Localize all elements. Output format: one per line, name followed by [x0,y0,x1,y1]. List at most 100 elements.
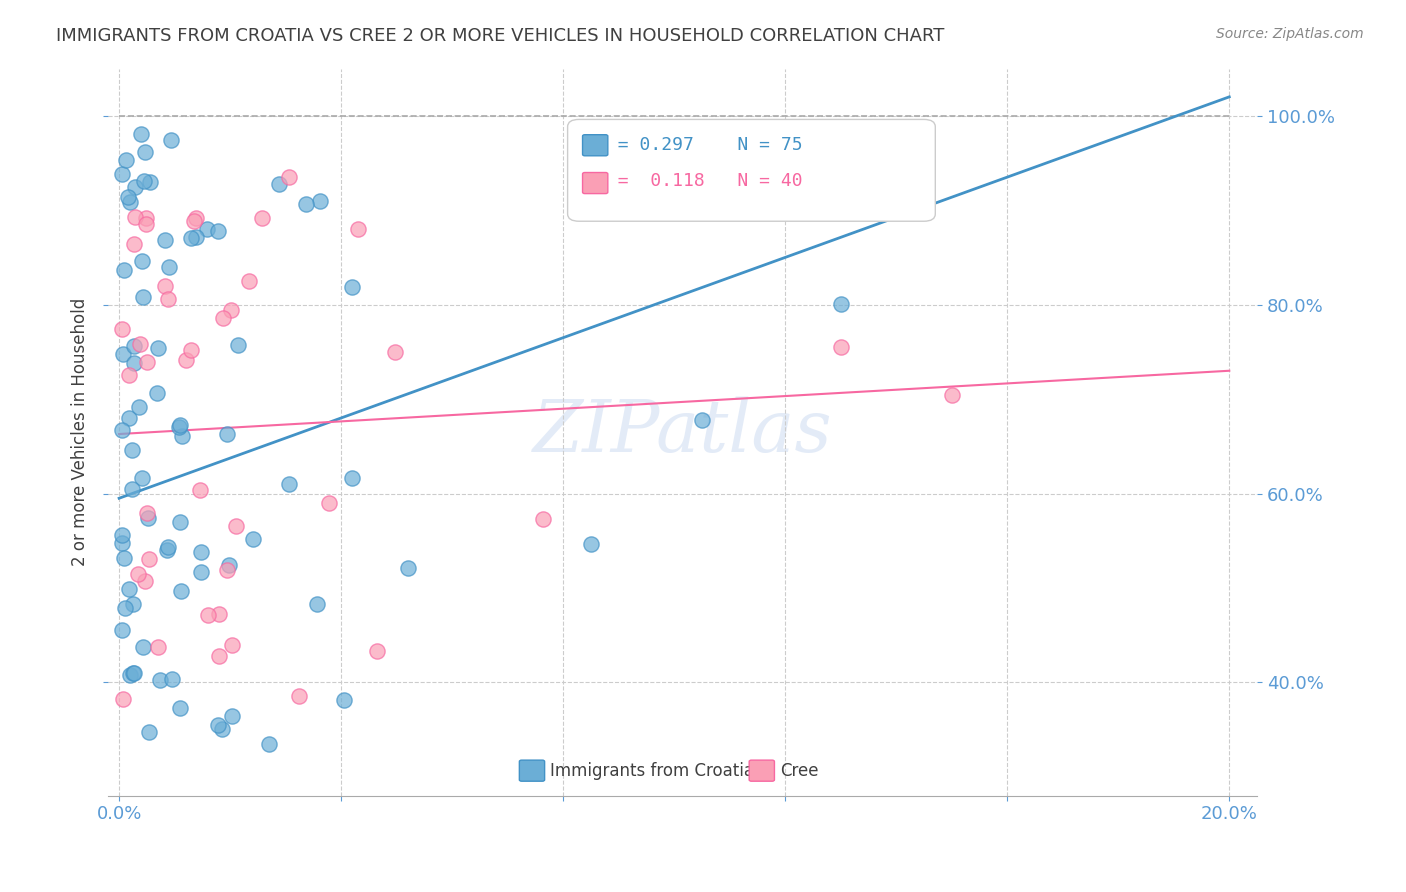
Point [146,640,169,654]
Point [218,558,240,573]
Point [122,665,145,680]
Point [122,237,145,252]
Point [111,535,134,549]
Point [132,640,155,654]
Point [157,260,180,274]
Point [118,410,141,425]
Point [138,511,160,525]
Point [111,624,134,638]
Point [207,718,229,732]
Point [149,673,172,688]
Text: Source: ZipAtlas.com: Source: ZipAtlas.com [1216,27,1364,41]
Point [114,601,136,615]
Point [131,253,153,268]
Point [135,354,157,368]
Point [211,310,233,325]
Point [180,343,202,358]
Text: Cree: Cree [780,762,818,780]
Point [135,506,157,520]
Point [190,545,212,559]
Text: ZIPatlas: ZIPatlas [533,397,832,467]
Point [118,582,141,597]
Point [138,551,160,566]
Point [384,344,406,359]
Point [156,293,179,307]
Point [208,607,231,622]
Point [153,278,176,293]
FancyBboxPatch shape [749,760,775,781]
Point [531,512,554,526]
Point [172,429,194,443]
Text: R =  0.118   N = 40: R = 0.118 N = 40 [596,172,803,190]
Y-axis label: 2 or more Vehicles in Household: 2 or more Vehicles in Household [72,298,89,566]
Point [117,190,139,204]
Point [111,167,134,181]
Point [183,214,205,228]
Point [135,211,157,226]
Point [121,442,143,457]
Point [111,424,134,438]
Text: IMMIGRANTS FROM CROATIA VS CREE 2 OR MORE VEHICLES IN HOUSEHOLD CORRELATION CHAR: IMMIGRANTS FROM CROATIA VS CREE 2 OR MOR… [56,27,945,45]
Point [221,638,243,652]
Point [396,561,419,575]
Point [122,356,145,370]
FancyBboxPatch shape [568,120,935,221]
Point [332,693,354,707]
Point [180,230,202,244]
Point [340,471,363,485]
Point [160,672,183,686]
Point [117,368,139,382]
Text: R = 0.297    N = 75: R = 0.297 N = 75 [596,136,803,154]
Point [225,519,247,533]
Point [111,322,134,336]
Point [238,275,260,289]
Point [111,528,134,542]
Point [830,340,852,354]
Point [122,339,145,353]
Point [121,665,143,680]
Point [169,515,191,529]
Point [342,280,364,294]
FancyBboxPatch shape [582,172,607,194]
Point [139,175,162,189]
Point [145,386,167,401]
Point [242,532,264,546]
Point [219,303,242,318]
Point [208,648,231,663]
Point [169,418,191,433]
Point [120,668,142,682]
Point [277,477,299,491]
Point [690,413,713,427]
Point [226,338,249,352]
Point [579,537,602,551]
Point [184,230,207,244]
Point [134,574,156,588]
Point [211,722,233,736]
Point [170,583,193,598]
Point [195,222,218,236]
Point [167,419,190,434]
Point [132,174,155,188]
Point [156,541,179,555]
Text: Immigrants from Croatia: Immigrants from Croatia [550,762,755,780]
Point [127,566,149,581]
Point [318,496,340,510]
Point [188,483,211,497]
Point [153,233,176,247]
Point [267,177,290,191]
Point [346,222,368,236]
Point [115,153,138,168]
Point [112,691,135,706]
Point [252,211,274,226]
Point [257,737,280,751]
Point [221,709,243,723]
Point [288,690,311,704]
Point [207,224,229,238]
Point [215,563,238,577]
Point [307,597,329,611]
Point [124,180,146,194]
Point [128,337,150,351]
Point [146,341,169,355]
Point [124,210,146,224]
Point [197,607,219,622]
